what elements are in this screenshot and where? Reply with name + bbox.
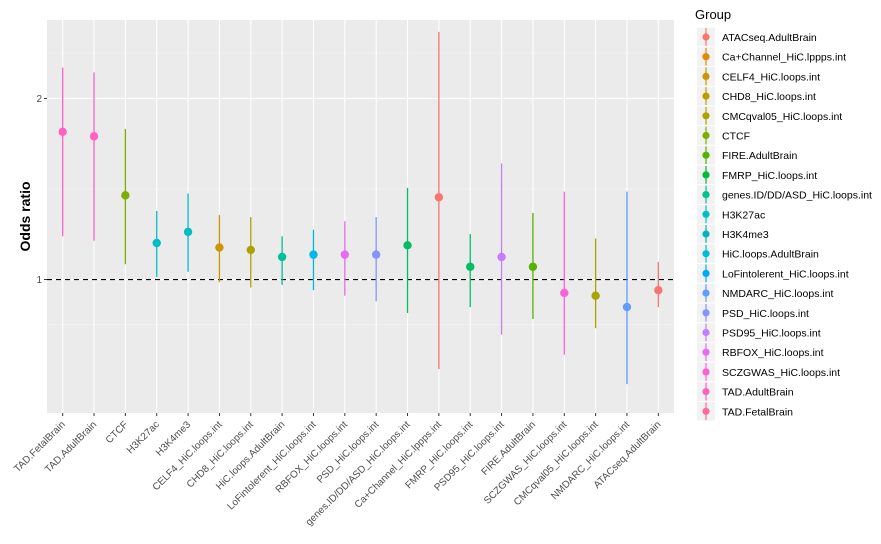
legend-label-celf4-hic-loops-int: CELF4_HiC.loops.int [722,71,820,83]
legend-label-fire-adultbrain: FIRE.AdultBrain [722,150,797,162]
point-sczgwas-hic-loops-int [560,288,569,298]
legend-label-psd-hic-loops-int: PSD_HiC.loops.int [722,308,809,320]
point-hic-loops-adultbrain [277,252,287,262]
y-tick-label: 1 [36,275,42,286]
point-genes-id-dd-asd-hic-loops-int [403,241,412,250]
point-celf4-hic-loops-int [215,243,224,252]
x-tick-label: FIRE.AdultBrain [480,419,538,477]
legend-label-h3k4me3: H3K4me3 [722,229,769,241]
point-atacseq-adultbrain [654,285,663,295]
legend-key-point [702,33,710,41]
point-estimates [58,127,663,312]
point-h3k4me3 [183,227,193,237]
legend-key-point [702,368,710,376]
legend-label-lofintolerent-hic-loops-int: LoFintolerent_HiC.loops.int [722,268,849,280]
point-nmdarc-hic-loops-int [622,302,632,312]
legend-label-fmrp-hic-loops-int: FMRP_HiC.loops.int [722,170,817,182]
legend-label-nmdarc-hic-loops-int: NMDARC_HiC.loops.int [722,288,834,300]
legend-key-point [702,72,710,80]
legend-label-genes-id-dd-asd-hic-loops-int: genes.ID/DD/ASD_HiC.loops.int [722,190,872,202]
legend-key-point [702,328,710,337]
legend-key-point [702,112,710,120]
point-ca-channel-hic-lppps-int [434,193,444,202]
legend-label-tad-adultbrain: TAD.AdultBrain [722,387,794,399]
legend-label-ctcf: CTCF [722,131,750,143]
legend-key-point [702,348,710,356]
legend-key-point [702,53,710,61]
legend-key-point [702,92,710,100]
legend-label-atacseq-adultbrain: ATACseq.AdultBrain [722,32,817,44]
point-tad-adultbrain [89,132,99,141]
point-lofintolerent-hic-loops-int [309,250,318,259]
legend-key-point [702,191,710,199]
legend-label-psd95-hic-loops-int: PSD95_HiC.loops.int [722,328,821,340]
legend-label-h3k27ac: H3K27ac [722,209,765,221]
y-axis-ticks: 12 [36,94,47,286]
legend-title: Group [695,7,731,22]
point-h3k27ac [152,238,161,248]
legend-label-cmcqval05-hic-loops-int: CMCqval05_HiC.loops.int [722,111,842,123]
legend-label-rbfox-hic-loops-int: RBFOX_HiC.loops.int [722,347,824,359]
legend-key-point [702,289,710,297]
y-axis-title: Odds ratio [17,181,33,251]
legend-key-point [702,250,710,258]
plot-panel [47,20,674,413]
legend-key-point [702,230,710,238]
legend-key-point [702,309,710,317]
legend-key-point [702,407,710,415]
point-ctcf [121,191,130,200]
point-tad-fetalbrain [58,127,67,137]
legend-key-point [702,269,710,277]
legend: ATACseq.AdultBrain Ca+Channel_HiC.lppps.i… [697,27,872,421]
legend-key-point [702,131,710,140]
point-chd8-hic-loops-int [246,245,255,255]
point-rbfox-hic-loops-int [340,250,350,259]
legend-label-tad-fetalbrain: TAD.FetalBrain [722,406,793,418]
legend-label-chd8-hic-loops-int: CHD8_HiC.loops.int [722,91,816,103]
point-fire-adultbrain [528,262,538,271]
legend-label-hic-loops-adultbrain: HiC.loops.AdultBrain [722,249,819,261]
point-fmrp-hic-loops-int [466,262,475,271]
legend-key-point [702,171,710,179]
legend-label-ca-channel-hic-lppps-int: Ca+Channel_HiC.lppps.int [722,52,846,64]
legend-key-point [702,151,710,159]
x-tick-label: CTCF [104,419,131,446]
point-psd-hic-loops-int [371,250,381,259]
point-cmcqval05-hic-loops-int [591,291,600,300]
legend-key-point [702,388,710,396]
y-tick-label: 2 [36,94,42,105]
legend-key-point [702,210,710,218]
legend-label-sczgwas-hic-loops-int: SCZGWAS_HiC.loops.int [722,367,840,379]
point-psd95-hic-loops-int [497,252,506,262]
